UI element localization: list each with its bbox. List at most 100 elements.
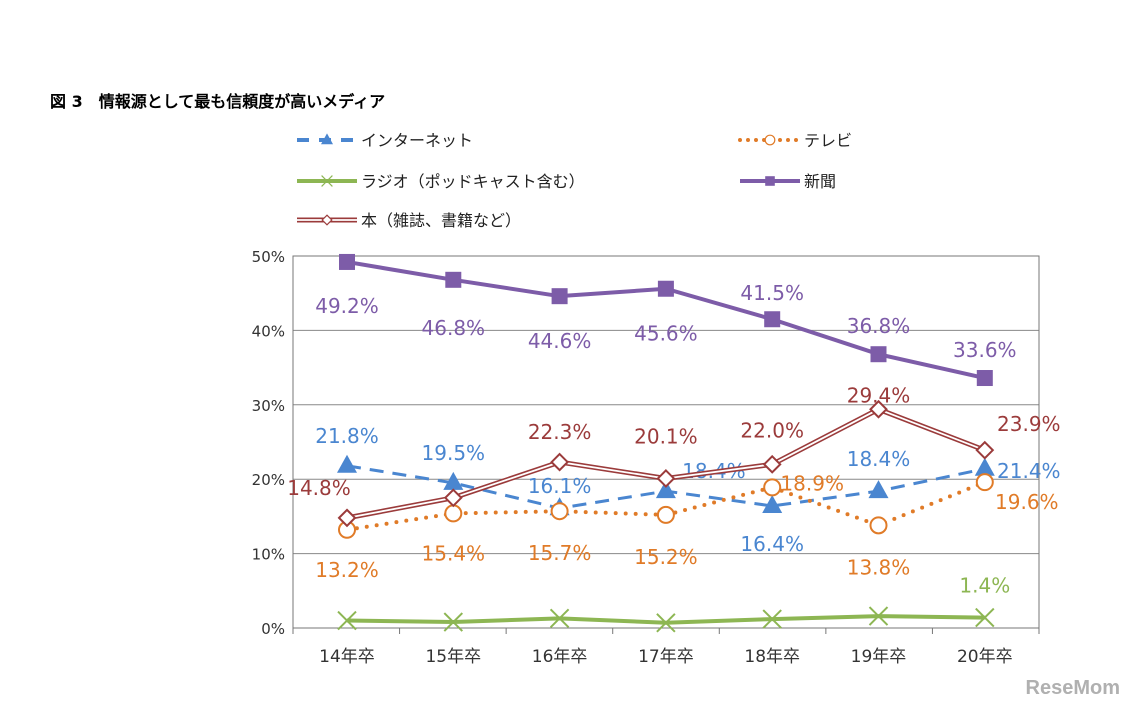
x-tick-label: 18年卒 [744,647,800,667]
data-label: 18.4% [847,447,911,471]
plot-area [292,255,1040,629]
x-marker [762,609,782,629]
diamond-marker [550,452,570,472]
triangle-marker [762,494,783,513]
data-label: 29.4% [847,383,911,407]
legend-marker [764,134,776,146]
diamond-marker [321,214,333,226]
legend-item: 新聞 [740,172,836,191]
x-tick-label: 15年卒 [425,647,481,667]
circle-marker [444,504,463,523]
legend-label: ラジオ（ポッドキャスト含む） [361,172,585,191]
x-tick-label: 17年卒 [638,647,694,667]
series-4: 14.8% 22.3% 20.1% 22.0% 29.4% 23.9% [287,383,1061,528]
x-tick-label: 20年卒 [957,647,1013,667]
square-marker [870,346,887,363]
data-label: 22.3% [528,420,592,444]
triangle-marker [443,471,464,490]
circle-marker [764,134,776,146]
data-label: 15.7% [528,541,592,565]
data-label: 20.1% [634,424,698,448]
y-tick-label: 20% [252,471,285,489]
legend-label: 新聞 [804,172,836,191]
x-marker [337,610,357,631]
legend-marker [765,176,775,186]
data-label: 41.5% [740,281,804,305]
diamond-marker [975,440,995,460]
data-label: 33.6% [953,338,1017,362]
square-marker [764,311,781,328]
x-tick-label: 14年卒 [319,647,375,667]
data-label: 49.2% [315,294,379,318]
legend-marker [321,214,333,226]
x-marker [321,175,333,187]
x-marker [549,608,570,629]
triangle-marker [321,133,333,145]
data-label: 18.9% [780,471,844,495]
data-label: 16.4% [740,532,804,556]
data-label: 14.8% [287,476,351,500]
data-label: 46.8% [422,316,486,340]
legend-item: ラジオ（ポッドキャスト含む） [297,172,585,191]
series-1: 13.2% 15.4% 15.7% 15.2% 18.9% 13.8% 19.6% [315,471,1058,581]
legend-marker [321,133,333,145]
x-marker [656,613,676,633]
data-label: 36.8% [847,314,911,338]
legend-label: 本（雑誌、書籍など） [361,211,521,230]
data-label: 1.4% [959,574,1010,598]
legend-label: テレビ [804,131,852,150]
x-marker [443,612,464,632]
series-3: 49.2% 46.8% 44.6% 45.6% 41.5% 36.8% 33.6% [315,253,1017,387]
triangle-marker [655,480,676,499]
square-marker [339,253,355,270]
chart-title: 図 3 情報源として最も信頼度が高いメディア [50,92,386,111]
legend-item: インターネット [297,131,473,150]
circle-marker [869,516,888,535]
x-tick-label: 19年卒 [851,647,907,667]
y-tick-label: 40% [252,322,285,340]
data-label: 22.0% [740,418,804,442]
data-label: 44.6% [528,329,592,353]
data-label: 45.6% [634,322,698,346]
data-label: 16.1% [528,474,592,498]
data-label: 19.6% [995,490,1059,514]
square-marker [657,280,674,297]
square-marker [551,288,568,305]
resemom-logo: ReseMom [1025,677,1120,699]
data-label: 21.4% [997,459,1061,483]
x-tick-label: 16年卒 [532,647,588,667]
data-label: 13.2% [315,558,379,582]
series-2: 1.4% [337,574,1010,633]
circle-marker [763,478,782,497]
legend-item: テレビ [738,131,852,150]
legend-item: 本（雑誌、書籍など） [297,211,521,230]
x-marker [868,606,889,626]
circle-marker [975,473,994,492]
y-tick-label: 30% [252,397,285,415]
diamond-marker [656,469,676,488]
triangle-marker [868,480,889,499]
data-label: 13.8% [847,555,911,579]
triangle-marker [337,454,357,473]
diamond-marker [869,399,888,419]
diamond-marker [337,508,357,528]
series-0: 21.8%19.5%16.1%18.4%16.4%18.4% 21.4% [315,424,1060,556]
data-label: 15.4% [422,541,486,565]
data-label: 23.9% [997,412,1061,436]
diamond-marker [443,488,463,508]
diamond-marker [762,454,782,474]
circle-marker [656,505,675,524]
legend-label: インターネット [361,131,473,150]
y-tick-label: 50% [252,248,285,266]
y-tick-label: 10% [252,546,285,564]
data-label: 15.2% [634,545,698,569]
square-marker [445,271,462,288]
data-label: 21.8% [315,424,379,448]
square-marker [976,370,993,387]
legend-marker [321,175,333,187]
data-label: 19.5% [422,441,486,465]
square-marker [765,176,775,186]
circle-marker [550,502,569,521]
x-marker [975,607,995,628]
